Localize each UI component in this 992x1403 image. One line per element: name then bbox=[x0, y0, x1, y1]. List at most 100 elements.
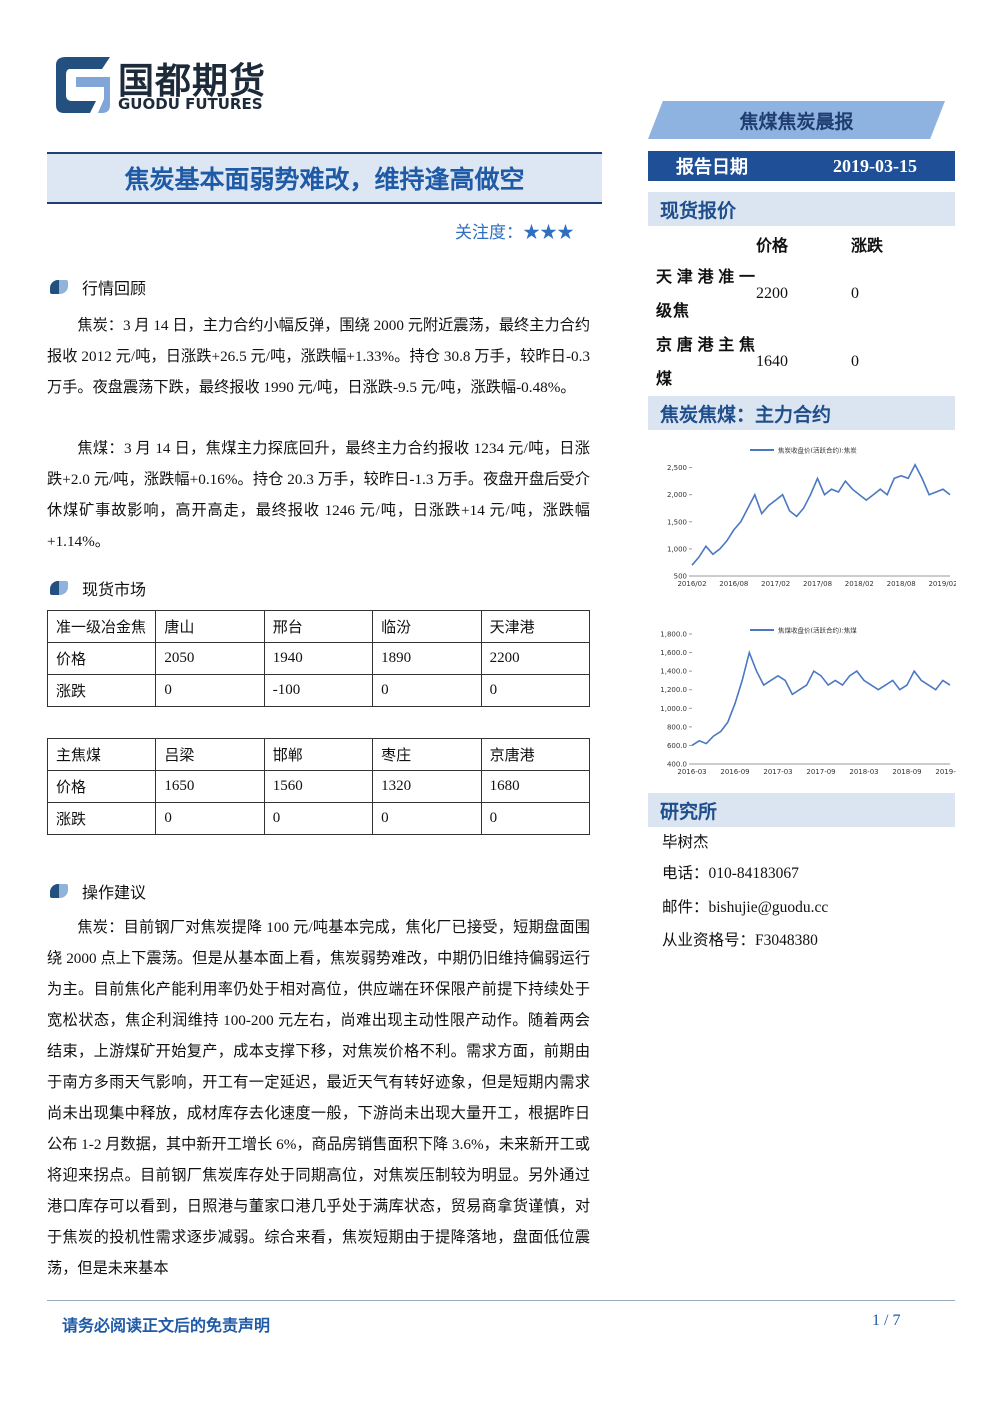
table-cell: 1890 bbox=[372, 642, 482, 675]
email: 邮件：bishujie@guodu.cc bbox=[662, 899, 829, 916]
table-cell: 京唐港主焦煤 bbox=[656, 335, 756, 388]
section-icon bbox=[50, 280, 68, 294]
report-title: 焦炭基本面弱势难改，维持逢高做空 bbox=[47, 152, 602, 204]
x-tick-label: 2016/08 bbox=[719, 580, 748, 588]
x-tick-label: 2017/08 bbox=[803, 580, 832, 588]
table-cell: 天津港准一级焦 bbox=[656, 267, 756, 320]
x-tick-label: 2019-03 bbox=[935, 768, 956, 776]
table-cell: 枣庄 bbox=[372, 738, 482, 771]
table-cell: 1640 bbox=[756, 353, 788, 370]
table-cell: 0 bbox=[480, 802, 591, 835]
x-tick-label: 2018-03 bbox=[849, 768, 878, 776]
table-cell: 2200 bbox=[756, 285, 788, 302]
x-tick-label: 2019/02 bbox=[928, 580, 956, 588]
heading-text: 行情回顾 bbox=[82, 281, 147, 298]
table-cell: 临汾 bbox=[372, 610, 482, 643]
y-tick-label: 1,000.0 bbox=[660, 705, 687, 713]
footer-rule bbox=[47, 1300, 955, 1301]
attention-rating: 关注度：★★★ bbox=[455, 223, 574, 242]
sidebar-heading: 现货报价 bbox=[648, 192, 955, 226]
sidebar-heading: 焦炭焦煤：主力合约 bbox=[648, 396, 955, 430]
paragraph: 焦炭：目前钢厂对焦炭提降 100 元/吨基本完成，焦化厂已接受，短期盘面围绕 2… bbox=[47, 919, 590, 1277]
y-tick-label: 1,000 bbox=[667, 545, 687, 553]
table-cell: 0 bbox=[480, 674, 591, 707]
x-tick-label: 2018/08 bbox=[887, 580, 916, 588]
table-row: 价格 2050 1940 1890 2200 bbox=[46, 642, 591, 675]
line-series bbox=[691, 649, 951, 747]
sidebar-heading: 研究所 bbox=[648, 793, 955, 827]
phone: 电话：010-84183067 bbox=[662, 865, 799, 882]
section-heading: 现货市场 bbox=[50, 576, 146, 600]
table-cell: 1320 bbox=[372, 770, 482, 803]
heading-text: 操作建议 bbox=[82, 885, 147, 902]
table-cell: 唐山 bbox=[155, 610, 265, 643]
table-cell: 邢台 bbox=[263, 610, 374, 643]
section-heading: 行情回顾 bbox=[50, 275, 146, 299]
table-cell: 价格 bbox=[46, 642, 157, 675]
date: 2019-03-15 bbox=[833, 155, 917, 176]
section-icon bbox=[50, 884, 68, 898]
y-tick-label: 800.0 bbox=[667, 723, 687, 731]
table-cell: 0 bbox=[851, 285, 859, 302]
table-cell: 吕梁 bbox=[155, 738, 265, 771]
table-row: 涨跌 0 0 0 0 bbox=[46, 802, 591, 835]
table-cell: 主焦煤 bbox=[46, 738, 157, 771]
table-cell: 1680 bbox=[480, 770, 591, 803]
table-row: 涨跌 0 -100 0 0 bbox=[46, 674, 591, 707]
legend-label: 焦煤收盘价(活跃合约):焦煤 bbox=[778, 626, 857, 635]
legend-label: 焦炭收盘价(活跃合约):焦炭 bbox=[778, 446, 857, 455]
y-tick-label: 2,000 bbox=[667, 491, 687, 499]
table-row: 主焦煤 吕梁 邯郸 枣庄 京唐港 bbox=[46, 738, 591, 771]
paragraph: 焦煤：3 月 14 日，焦煤主力探底回升，最终主力合约报收 1234 元/吨，日… bbox=[47, 440, 590, 550]
license: 从业资格号：F3048380 bbox=[662, 932, 818, 949]
heading-text: 现货市场 bbox=[82, 582, 147, 599]
x-tick-label: 2016/02 bbox=[677, 580, 706, 588]
chart: 400.0 600.0 800.0 1,000.0 1,200.0 1,400.0 1,60… bbox=[660, 626, 956, 777]
header-cell: 价格 bbox=[756, 236, 789, 255]
report-name: 焦煤焦炭晨报 bbox=[648, 101, 945, 139]
x-tick-label: 2016-09 bbox=[720, 768, 749, 776]
table-cell: 涨跌 bbox=[46, 802, 157, 835]
table-row: 天津港准一级焦 2200 0 bbox=[656, 260, 946, 328]
logo-mark bbox=[56, 57, 110, 113]
table-cell: 邯郸 bbox=[263, 738, 374, 771]
paragraph: 焦炭：3 月 14 日，主力合约小幅反弹，围绕 2000 元附近震荡，最终主力合… bbox=[47, 317, 590, 396]
disclaimer: 请务必阅读正文后的免责声明 bbox=[62, 1318, 271, 1335]
y-tick-label: 2,500 bbox=[667, 464, 687, 472]
spacer-cell bbox=[656, 228, 756, 260]
y-tick-label: 1,200.0 bbox=[660, 686, 687, 694]
table-cell: 1650 bbox=[155, 770, 265, 803]
x-tick-label: 2017-09 bbox=[806, 768, 835, 776]
section-heading: 操作建议 bbox=[50, 879, 146, 903]
chart: 500 1,000 1,500 2,000 2,500 2016/02 2016/08 201… bbox=[667, 446, 956, 589]
y-tick-label: 1,400.0 bbox=[660, 668, 687, 676]
page-number: 1 / 7 bbox=[872, 1312, 901, 1329]
table-cell: 0 bbox=[155, 802, 265, 835]
table-cell: 京唐港 bbox=[480, 738, 591, 771]
y-tick-label: 400.0 bbox=[667, 761, 687, 769]
table-cell: 0 bbox=[372, 802, 482, 835]
x-tick-label: 2017-03 bbox=[763, 768, 792, 776]
x-tick-label: 2017/02 bbox=[761, 580, 790, 588]
y-tick-label: 1,600.0 bbox=[660, 649, 687, 657]
x-tick-label: 2018/02 bbox=[845, 580, 874, 588]
spot-table: 主焦煤 吕梁 邯郸 枣庄 京唐港 价格 1650 1560 1320 1680 涨跌 0 0 0 0 bbox=[46, 738, 591, 835]
spot-table: 准一级冶金焦 唐山 邢台 临汾 天津港 价格 2050 1940 1890 2200 涨跌 0 -100… bbox=[46, 610, 591, 707]
header-cell: 涨跌 bbox=[851, 236, 884, 255]
section-icon bbox=[50, 581, 68, 595]
logo-subtext: GUODU FUTURES bbox=[118, 95, 263, 113]
date-label: 报告日期 bbox=[676, 157, 748, 177]
table-cell: 2050 bbox=[155, 642, 265, 675]
table-cell: 价格 bbox=[46, 770, 157, 803]
quote-table: 价格 涨跌 天津港准一级焦 2200 0 京唐港主焦煤 1640 0 bbox=[656, 228, 946, 396]
table-header-row: 价格 涨跌 bbox=[656, 228, 946, 260]
table-cell: 1560 bbox=[263, 770, 374, 803]
date-bar: 报告日期 2019-03-15 bbox=[648, 151, 955, 181]
x-tick-label: 2016-03 bbox=[677, 768, 706, 776]
table-cell: 天津港 bbox=[480, 610, 591, 643]
analyst: 毕树杰 bbox=[662, 834, 709, 851]
line-series bbox=[691, 463, 951, 566]
logo-text: 国都期货 bbox=[118, 61, 267, 102]
table-cell: 1940 bbox=[263, 642, 374, 675]
